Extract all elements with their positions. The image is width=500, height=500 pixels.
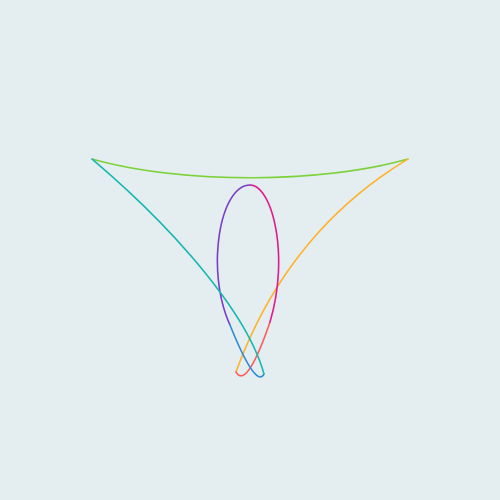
curve-center-loop-right-side	[249, 184, 280, 323]
curve-center-loop-left-side	[216, 184, 251, 326]
curve-bottom-right-loop	[229, 324, 265, 378]
curve-bottom-left-loop	[235, 321, 271, 377]
curve-left-diagonal	[91, 158, 265, 375]
curve-right-diagonal	[235, 158, 409, 373]
curve-top-arc	[91, 158, 409, 179]
